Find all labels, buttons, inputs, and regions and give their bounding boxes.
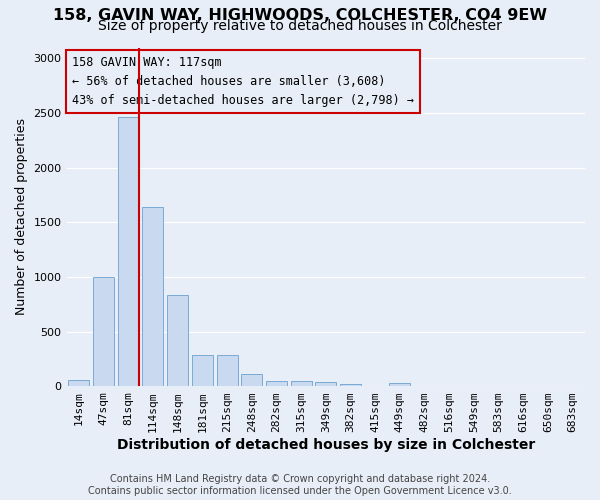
Bar bbox=[389, 384, 410, 386]
Bar bbox=[241, 374, 262, 386]
Bar bbox=[93, 278, 114, 386]
Text: 158, GAVIN WAY, HIGHWOODS, COLCHESTER, CO4 9EW: 158, GAVIN WAY, HIGHWOODS, COLCHESTER, C… bbox=[53, 8, 547, 22]
Bar bbox=[142, 207, 163, 386]
Text: 158 GAVIN WAY: 117sqm
← 56% of detached houses are smaller (3,608)
43% of semi-d: 158 GAVIN WAY: 117sqm ← 56% of detached … bbox=[72, 56, 414, 107]
Bar bbox=[68, 380, 89, 386]
Bar bbox=[290, 382, 311, 386]
X-axis label: Distribution of detached houses by size in Colchester: Distribution of detached houses by size … bbox=[116, 438, 535, 452]
Bar bbox=[340, 384, 361, 386]
Bar bbox=[217, 354, 238, 386]
Bar bbox=[167, 295, 188, 386]
Text: Size of property relative to detached houses in Colchester: Size of property relative to detached ho… bbox=[98, 19, 502, 33]
Bar bbox=[192, 354, 213, 386]
Text: Contains HM Land Registry data © Crown copyright and database right 2024.
Contai: Contains HM Land Registry data © Crown c… bbox=[88, 474, 512, 496]
Bar bbox=[266, 380, 287, 386]
Bar bbox=[315, 382, 336, 386]
Bar bbox=[118, 118, 139, 386]
Y-axis label: Number of detached properties: Number of detached properties bbox=[15, 118, 28, 316]
